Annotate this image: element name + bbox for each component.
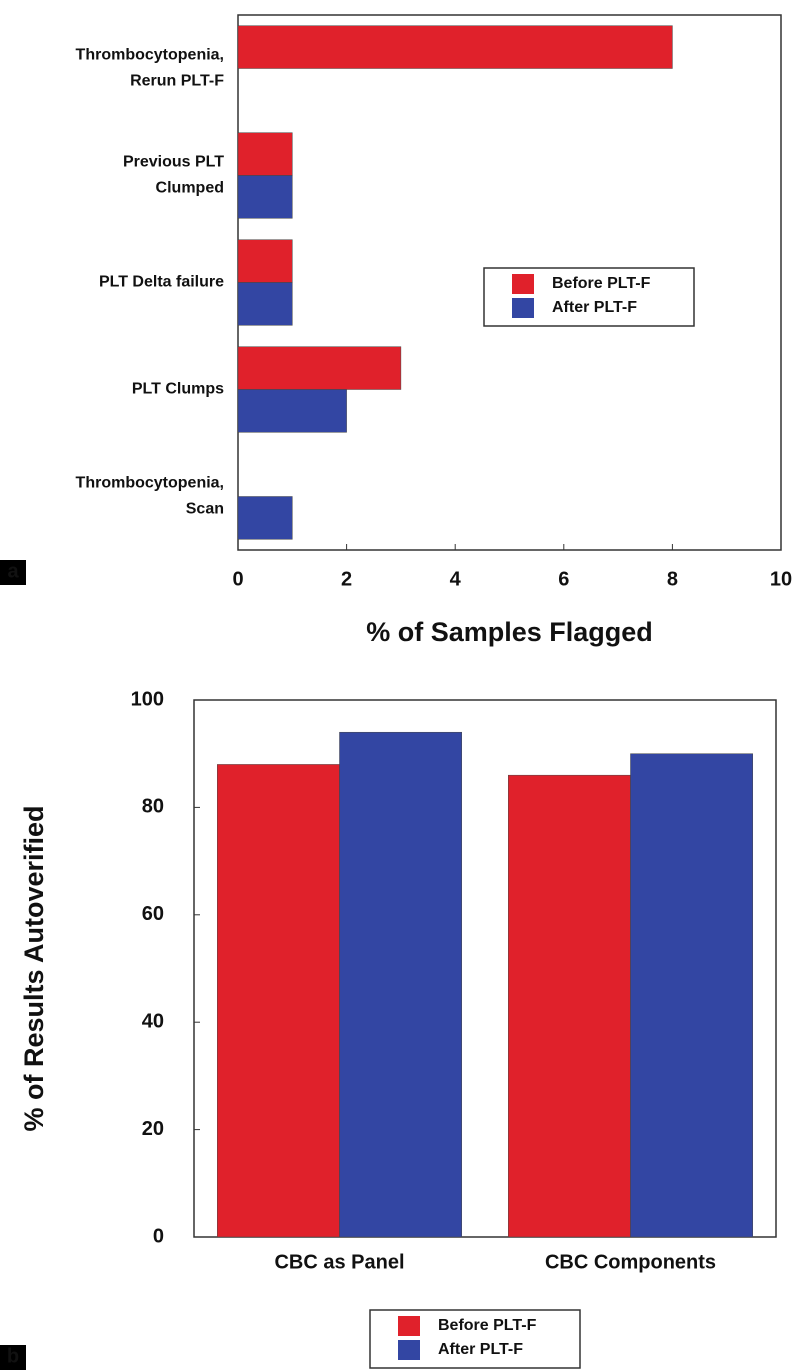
bar bbox=[237, 389, 347, 433]
plot-frame bbox=[193, 699, 777, 1238]
bar bbox=[237, 239, 293, 283]
bar bbox=[237, 282, 293, 326]
y-tick-label: 0 bbox=[153, 1225, 164, 1247]
legend-label: Before PLT-F bbox=[552, 275, 651, 292]
bar bbox=[237, 132, 293, 176]
legend-swatch bbox=[398, 1340, 420, 1360]
y-tick-label: Thrombocytopenia, bbox=[76, 475, 224, 492]
y-tick-label: Thrombocytopenia, bbox=[76, 47, 224, 64]
panel-label-box bbox=[0, 560, 26, 585]
bar bbox=[237, 346, 402, 390]
y-tick-label: 60 bbox=[142, 903, 164, 925]
y-tick-label: Previous PLT bbox=[123, 154, 224, 171]
legend-label: Before PLT-F bbox=[438, 1317, 537, 1334]
x-tick-label: 2 bbox=[341, 568, 352, 590]
x-tick-label: 0 bbox=[232, 568, 243, 590]
y-tick-label: 80 bbox=[142, 796, 164, 818]
x-axis-label: % of Samples Flagged bbox=[366, 617, 653, 647]
bar bbox=[630, 753, 753, 1238]
bar bbox=[237, 25, 673, 69]
panel-label: b bbox=[7, 1345, 19, 1367]
x-tick-label: CBC Components bbox=[545, 1251, 716, 1273]
bar bbox=[508, 774, 631, 1238]
x-tick-label: 8 bbox=[667, 568, 678, 590]
x-tick-label: 6 bbox=[558, 568, 569, 590]
y-tick-label: Scan bbox=[186, 501, 224, 518]
y-tick-label: 20 bbox=[142, 1118, 164, 1140]
y-tick-label: Clumped bbox=[156, 180, 224, 197]
legend-label: After PLT-F bbox=[552, 299, 637, 316]
legend-swatch bbox=[398, 1316, 420, 1336]
y-tick-label: 40 bbox=[142, 1010, 164, 1032]
bar bbox=[237, 496, 293, 540]
legend-swatch bbox=[512, 298, 534, 318]
panel-label: a bbox=[7, 560, 19, 582]
y-axis-label: % of Results Autoverified bbox=[19, 805, 49, 1131]
x-tick-label: CBC as Panel bbox=[274, 1251, 404, 1273]
y-tick-label: PLT Clumps bbox=[132, 381, 224, 398]
x-tick-label: 10 bbox=[770, 568, 792, 590]
bar bbox=[217, 764, 340, 1238]
x-tick-label: 4 bbox=[450, 568, 462, 590]
legend-swatch bbox=[512, 274, 534, 294]
bar bbox=[339, 731, 462, 1238]
y-tick-label: Rerun PLT-F bbox=[130, 73, 224, 90]
y-tick-label: 100 bbox=[131, 688, 164, 710]
y-tick-label: PLT Delta failure bbox=[99, 274, 224, 291]
legend-label: After PLT-F bbox=[438, 1341, 523, 1358]
bar bbox=[237, 175, 293, 219]
panel-label-box bbox=[0, 1345, 26, 1370]
